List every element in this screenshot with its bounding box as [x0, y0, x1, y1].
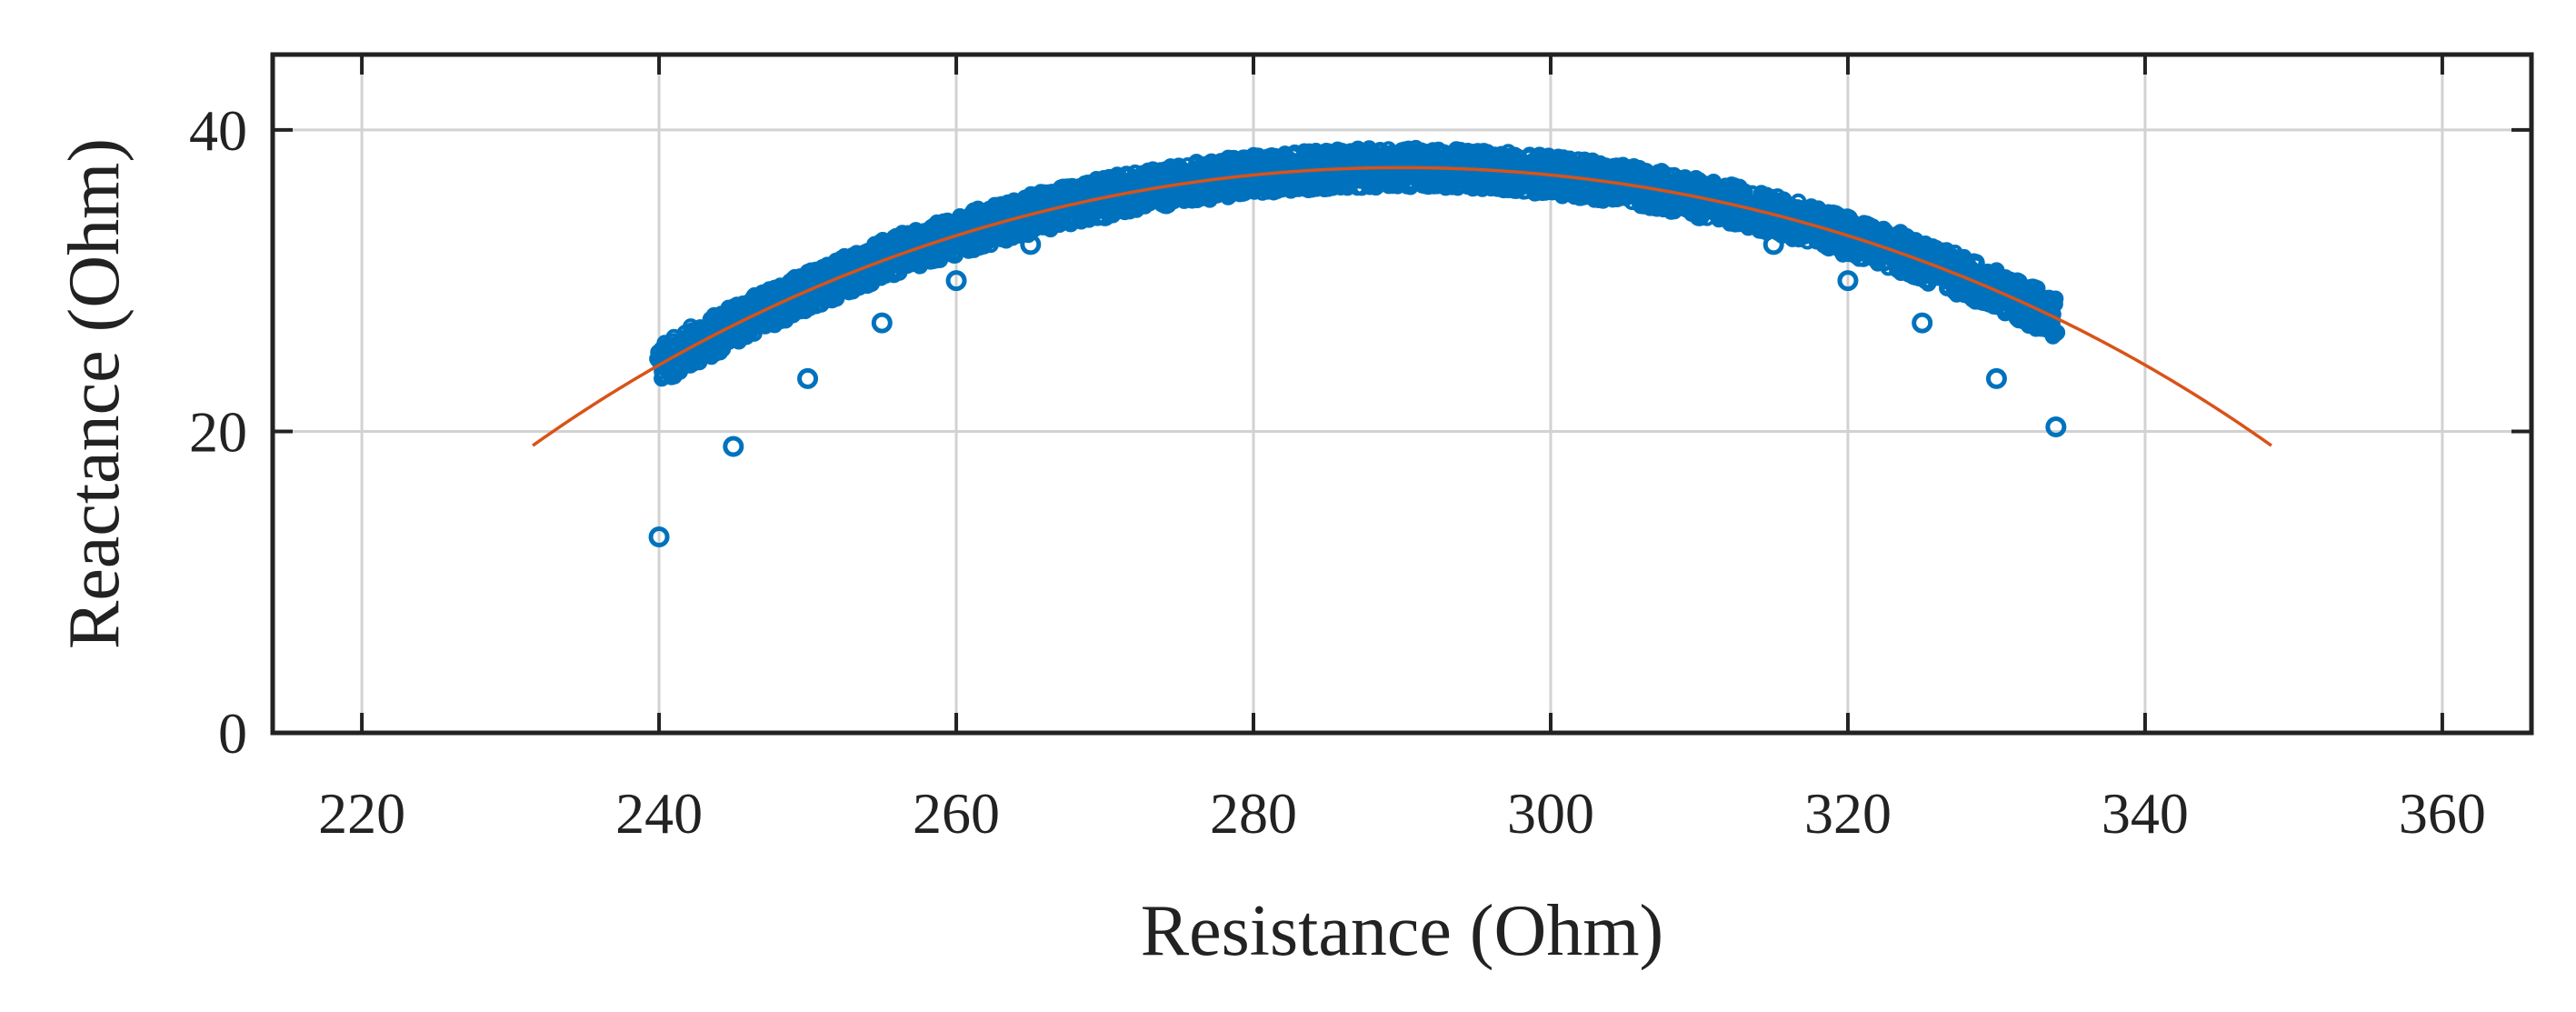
scatter-series: [648, 139, 2067, 547]
x-axis-label: Resistance (Ohm): [1141, 891, 1663, 971]
y-axis-label: Reactance (Ohm): [55, 138, 135, 649]
scatter-point: [1985, 367, 2007, 389]
x-tick-label: 340: [2102, 781, 2189, 846]
x-tick-label: 360: [2399, 781, 2486, 846]
x-tick-label: 280: [1210, 781, 1297, 846]
plot-area: [532, 139, 2272, 547]
x-tick-label: 260: [913, 781, 1000, 846]
scatter-point: [1912, 312, 1933, 334]
x-tick-label: 220: [318, 781, 405, 846]
y-tick-label: 40: [189, 98, 247, 163]
y-tick-label: 0: [218, 701, 247, 766]
scatter-point: [797, 367, 819, 389]
x-tick-label: 300: [1507, 781, 1594, 846]
x-tick-label: 240: [615, 781, 703, 846]
scatter-point: [871, 312, 893, 334]
x-tick-label: 320: [1804, 781, 1892, 846]
scatter-point: [723, 436, 744, 457]
y-tick-label: 20: [189, 399, 247, 464]
